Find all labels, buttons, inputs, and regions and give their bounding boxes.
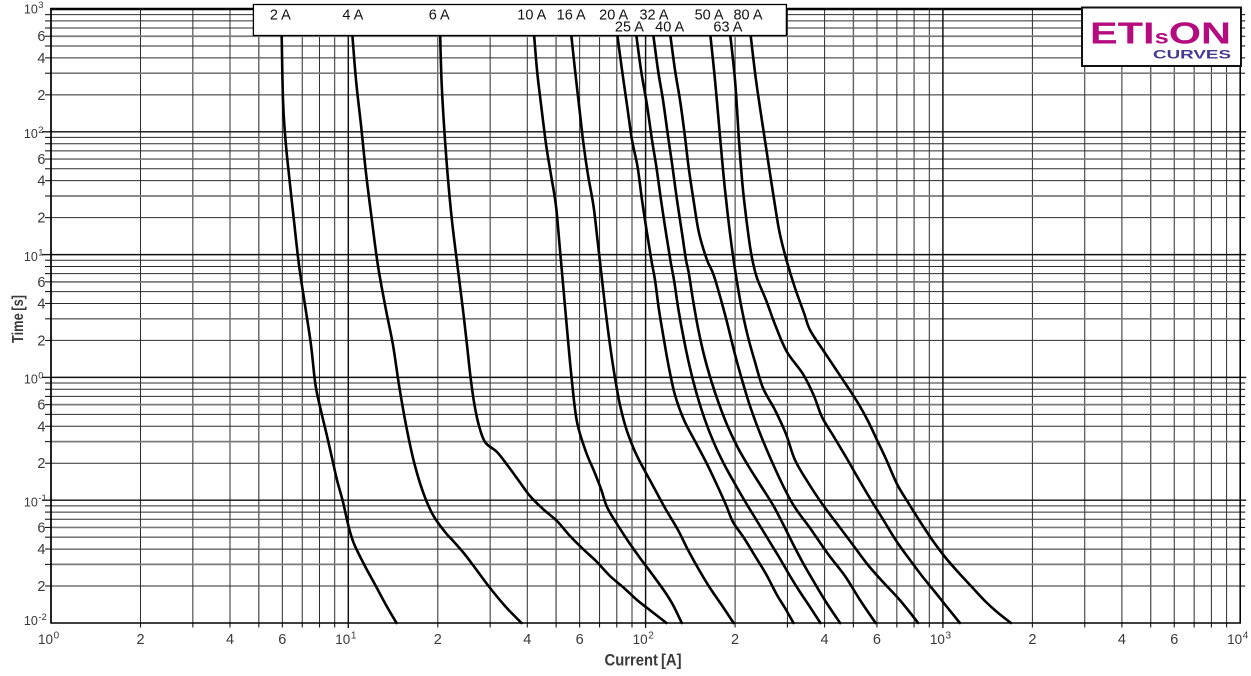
- svg-text:6: 6: [278, 632, 286, 648]
- svg-text:4: 4: [1118, 632, 1126, 648]
- svg-text:10: 10: [930, 632, 945, 647]
- svg-text:6: 6: [873, 632, 881, 648]
- svg-text:4: 4: [37, 296, 45, 312]
- svg-text:2: 2: [37, 88, 45, 104]
- svg-text:4: 4: [37, 174, 45, 190]
- svg-text:0: 0: [54, 630, 60, 641]
- svg-text:40 A: 40 A: [655, 20, 684, 36]
- svg-text:1: 1: [351, 630, 357, 641]
- svg-text:10: 10: [335, 632, 350, 647]
- svg-text:10: 10: [24, 2, 38, 16]
- svg-text:63 A: 63 A: [713, 20, 742, 36]
- svg-text:2: 2: [37, 333, 45, 349]
- svg-text:10: 10: [1227, 632, 1242, 647]
- svg-text:Time [s]: Time [s]: [10, 295, 27, 343]
- svg-text:2: 2: [136, 632, 144, 648]
- svg-text:2: 2: [648, 630, 654, 641]
- svg-text:2: 2: [38, 125, 43, 136]
- svg-text:10: 10: [24, 495, 38, 509]
- svg-text:2: 2: [731, 632, 739, 648]
- svg-text:2: 2: [37, 456, 45, 472]
- svg-text:1: 1: [38, 248, 43, 259]
- svg-text:4: 4: [37, 542, 45, 558]
- svg-text:20 A: 20 A: [599, 8, 628, 24]
- svg-text:6: 6: [37, 29, 45, 45]
- svg-text:2: 2: [37, 579, 45, 595]
- svg-text:32 A: 32 A: [639, 8, 668, 24]
- svg-text:Current [A]: Current [A]: [605, 652, 682, 670]
- svg-text:6: 6: [37, 275, 45, 291]
- svg-text:4: 4: [523, 632, 531, 648]
- svg-text:0: 0: [38, 370, 43, 381]
- svg-text:10: 10: [24, 614, 38, 628]
- svg-text:6: 6: [37, 520, 45, 536]
- svg-text:6 A: 6 A: [429, 8, 450, 24]
- svg-text:-1: -1: [38, 493, 46, 504]
- svg-text:4: 4: [821, 632, 829, 648]
- svg-text:2: 2: [1028, 632, 1036, 648]
- svg-text:4: 4: [37, 419, 45, 435]
- svg-text:4: 4: [37, 51, 45, 67]
- svg-text:-2: -2: [38, 612, 46, 623]
- svg-text:3: 3: [946, 630, 952, 641]
- svg-text:50 A: 50 A: [695, 8, 724, 24]
- svg-text:CURVES: CURVES: [1153, 50, 1232, 62]
- svg-text:10: 10: [24, 373, 38, 387]
- svg-text:10: 10: [38, 632, 53, 647]
- svg-text:6: 6: [37, 398, 45, 414]
- svg-text:25 A: 25 A: [615, 20, 644, 36]
- svg-text:10: 10: [24, 250, 38, 264]
- svg-text:2: 2: [37, 211, 45, 227]
- svg-text:10: 10: [633, 632, 648, 647]
- svg-text:4: 4: [1243, 630, 1249, 641]
- svg-text:10 A: 10 A: [517, 8, 546, 24]
- svg-text:2 A: 2 A: [270, 8, 291, 24]
- svg-text:4 A: 4 A: [342, 8, 363, 24]
- svg-text:6: 6: [1170, 632, 1178, 648]
- svg-text:6: 6: [37, 152, 45, 168]
- svg-text:2: 2: [434, 632, 442, 648]
- svg-text:6: 6: [576, 632, 584, 648]
- svg-text:10: 10: [24, 127, 38, 141]
- svg-text:80 A: 80 A: [733, 8, 762, 24]
- svg-text:3: 3: [38, 0, 43, 11]
- svg-text:16 A: 16 A: [557, 8, 586, 24]
- svg-text:4: 4: [226, 632, 234, 648]
